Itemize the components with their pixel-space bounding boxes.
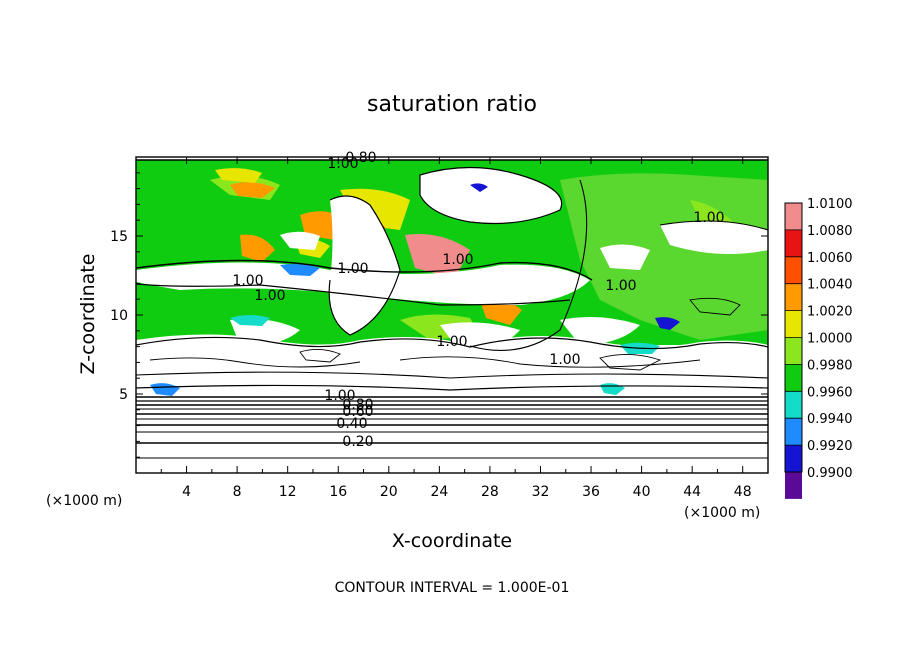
x-tick-label: 28 bbox=[481, 484, 499, 500]
contour-interval-note: CONTOUR INTERVAL = 1.000E-01 bbox=[335, 580, 570, 596]
contour-label: 1.00 bbox=[324, 388, 355, 404]
saturation-field bbox=[136, 160, 768, 473]
chart-title: saturation ratio bbox=[367, 92, 537, 117]
y-tick-label: 10 bbox=[110, 308, 128, 324]
colorbar-swatch bbox=[785, 337, 802, 365]
colorbar-label: 1.0000 bbox=[807, 332, 853, 347]
x-tick-label: 48 bbox=[734, 484, 752, 500]
x-tick-label: 24 bbox=[430, 484, 448, 500]
contour-label: 1.00 bbox=[605, 278, 636, 294]
x-axis-label: X-coordinate bbox=[392, 530, 512, 552]
colorbar-swatch bbox=[785, 283, 802, 311]
x-tick-label: 20 bbox=[380, 484, 398, 500]
colorbar-swatch bbox=[785, 472, 802, 499]
contour-label: 0.20 bbox=[342, 434, 373, 450]
colorbar-label: 1.0060 bbox=[807, 251, 853, 266]
x-axis-ticks: 4 8 12 16 20 24 28 32 36 40 44 48 bbox=[160, 157, 752, 500]
x-axis-unit-left: (×1000 m) bbox=[46, 493, 122, 509]
x-tick-label: 12 bbox=[279, 484, 297, 500]
x-tick-label: 16 bbox=[329, 484, 347, 500]
colorbar-swatch bbox=[785, 203, 802, 230]
contour-label: 1.00 bbox=[549, 352, 580, 368]
colorbar-swatch bbox=[785, 256, 802, 284]
x-tick-label: 4 bbox=[182, 484, 191, 500]
y-tick-label: 5 bbox=[119, 387, 128, 403]
colorbar-label: 1.0020 bbox=[807, 305, 853, 320]
x-tick-label: 40 bbox=[633, 484, 651, 500]
x-axis-unit-right: (×1000 m) bbox=[684, 505, 760, 521]
colorbar-label: 1.0100 bbox=[807, 197, 853, 212]
colorbar: 1.0100 1.0080 1.0060 1.0040 1.0020 1.0000 0.99… bbox=[784, 197, 853, 499]
colorbar-label: 1.0080 bbox=[807, 224, 853, 239]
contour-label: 0.80 bbox=[345, 150, 376, 166]
contour-label: 1.00 bbox=[442, 252, 473, 268]
contour-labels: 1.000.801.001.001.001.001.001.001.001.00… bbox=[232, 150, 724, 450]
x-tick-label: 8 bbox=[233, 484, 242, 500]
x-tick-label: 44 bbox=[683, 484, 701, 500]
contour-label: 1.00 bbox=[327, 156, 358, 172]
contour-label: 0.60 bbox=[342, 404, 373, 420]
colorbar-label: 0.9940 bbox=[807, 412, 853, 427]
contour-lines bbox=[136, 159, 768, 459]
colorbar-label: 0.9920 bbox=[807, 439, 853, 454]
y-axis-ticks: 5 10 15 bbox=[110, 172, 768, 458]
contour-label: 0.80 bbox=[342, 397, 373, 413]
colorbar-label: 0.9980 bbox=[807, 358, 853, 373]
colorbar-swatch bbox=[785, 445, 802, 472]
colorbar-swatch bbox=[785, 364, 802, 392]
x-tick-label: 32 bbox=[532, 484, 550, 500]
colorbar-swatch bbox=[785, 229, 802, 257]
colorbar-swatch bbox=[785, 391, 802, 419]
colorbar-swatch bbox=[785, 310, 802, 338]
colorbar-label: 0.9960 bbox=[807, 385, 853, 400]
x-tick-label: 36 bbox=[582, 484, 600, 500]
contour-label: 1.00 bbox=[436, 334, 467, 350]
contour-label: 1.00 bbox=[232, 273, 263, 289]
contour-label: 1.00 bbox=[254, 288, 285, 304]
contour-label: 1.00 bbox=[337, 261, 368, 277]
colorbar-swatch bbox=[785, 418, 802, 446]
colorbar-label: 0.9900 bbox=[807, 466, 853, 481]
y-axis-label: Z-coordinate bbox=[77, 254, 99, 375]
colorbar-label: 1.0040 bbox=[807, 278, 853, 293]
contour-label: 0.40 bbox=[336, 416, 367, 432]
contour-label: 1.00 bbox=[693, 210, 724, 226]
y-tick-label: 15 bbox=[110, 229, 128, 245]
